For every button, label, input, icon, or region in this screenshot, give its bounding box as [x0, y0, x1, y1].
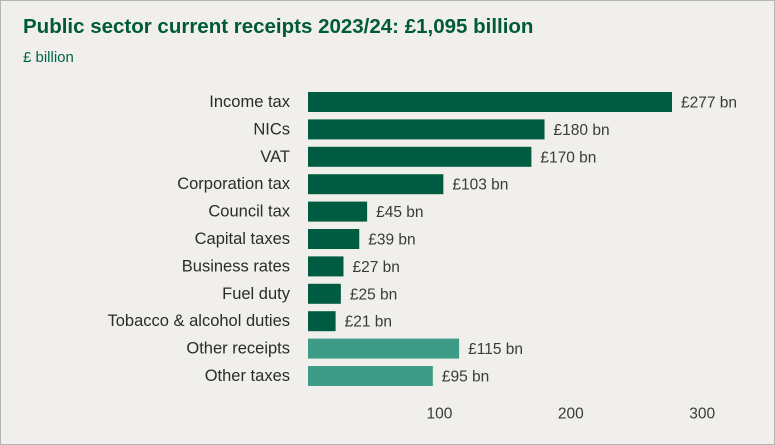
- bar-other-taxes: [308, 366, 433, 386]
- chart-unit-subtitle: £ billion: [23, 49, 74, 66]
- category-label-other-taxes: Other taxes: [205, 367, 290, 385]
- x-tick-label-100: 100: [426, 406, 452, 423]
- category-label-business-rates: Business rates: [182, 257, 290, 275]
- bar-other-receipts: [308, 338, 460, 359]
- value-label-other-receipts: £115 bn: [468, 341, 523, 358]
- bar-income-tax: [308, 92, 672, 112]
- bar-council-tax: [308, 201, 368, 222]
- x-tick-label-200: 200: [558, 406, 584, 423]
- value-label-nics: £180 bn: [554, 122, 610, 139]
- bar-tobacco-alcohol-duties: [308, 311, 336, 332]
- category-label-corporation-tax: Corporation tax: [177, 175, 291, 193]
- value-label-tobacco-alcohol-duties: £21 bn: [345, 314, 392, 331]
- category-label-income-tax: Income tax: [209, 93, 290, 111]
- value-label-income-tax: £277 bn: [681, 95, 737, 112]
- value-label-capital-taxes: £39 bn: [368, 232, 415, 249]
- category-labels-group: Income tax NICs VAT Corporation tax Council …: [107, 93, 290, 385]
- value-label-fuel-duty: £25 bn: [350, 286, 397, 303]
- category-label-fuel-duty: Fuel duty: [222, 285, 291, 303]
- category-label-nics: NICs: [253, 120, 290, 138]
- category-label-other-receipts: Other receipts: [186, 340, 290, 358]
- value-label-business-rates: £27 bn: [352, 259, 399, 276]
- bar-capital-taxes: [308, 229, 360, 249]
- x-tick-label-300: 300: [689, 406, 715, 423]
- value-label-vat: £170 bn: [540, 149, 596, 166]
- bars-group: [308, 92, 672, 386]
- category-label-capital-taxes: Capital taxes: [195, 230, 290, 248]
- category-label-tobacco-alcohol-duties: Tobacco & alcohol duties: [107, 312, 290, 330]
- bar-business-rates: [308, 256, 344, 277]
- chart-title: Public sector current receipts 2023/24: …: [23, 15, 534, 38]
- value-labels-group: £277 bn £180 bn £170 bn £103 bn £45 bn £39 bn…: [345, 95, 737, 386]
- bar-fuel-duty: [308, 283, 341, 304]
- category-label-council-tax: Council tax: [208, 203, 290, 221]
- value-label-council-tax: £45 bn: [376, 204, 423, 221]
- bar-corporation-tax: [308, 174, 444, 195]
- bar-nics: [308, 119, 545, 140]
- bar-vat: [308, 146, 532, 167]
- value-label-corporation-tax: £103 bn: [452, 177, 508, 194]
- category-label-vat: VAT: [260, 148, 290, 166]
- value-label-other-taxes: £95 bn: [442, 369, 489, 386]
- x-axis-ticks-group: 100 200 300: [426, 406, 715, 423]
